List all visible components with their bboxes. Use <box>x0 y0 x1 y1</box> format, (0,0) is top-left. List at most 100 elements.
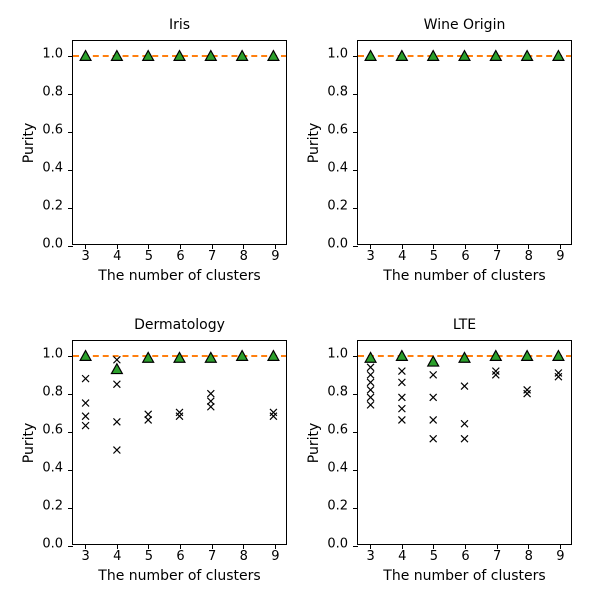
y-axis-label: Purity <box>21 422 37 463</box>
y-tick-label: 0.2 <box>42 499 63 514</box>
cross-marker <box>524 386 531 393</box>
y-tick-label: 0.6 <box>327 123 348 138</box>
cross-marker <box>398 379 405 386</box>
cross-marker <box>113 418 120 425</box>
y-tick-label: 1.0 <box>42 47 63 62</box>
y-tick-label: 0.0 <box>42 237 63 252</box>
panel-iris: IrisPurityThe number of clusters34567890… <box>72 40 287 245</box>
cross-marker <box>430 416 437 423</box>
panel-title: Dermatology <box>73 317 286 333</box>
y-tick-mark <box>353 246 358 247</box>
x-tick-label: 7 <box>493 249 501 264</box>
cross-marker <box>82 375 89 382</box>
y-axis-label: Purity <box>306 122 322 163</box>
x-tick-label: 6 <box>176 249 184 264</box>
cross-marker <box>207 390 214 397</box>
cross-marker <box>82 422 89 429</box>
y-tick-label: 0.4 <box>327 161 348 176</box>
cross-marker <box>113 381 120 388</box>
x-tick-label: 5 <box>145 249 153 264</box>
triangle-marker <box>459 352 470 362</box>
cross-marker <box>430 435 437 442</box>
triangle-marker <box>365 51 376 61</box>
y-tick-label: 0.4 <box>42 161 63 176</box>
cross-marker <box>398 416 405 423</box>
x-tick-label: 6 <box>461 549 469 564</box>
cross-marker <box>461 435 468 442</box>
cross-marker <box>367 371 374 378</box>
x-axis-label: The number of clusters <box>358 568 571 584</box>
y-tick-label: 0.4 <box>327 461 348 476</box>
cross-marker <box>82 400 89 407</box>
x-tick-label: 6 <box>461 249 469 264</box>
y-tick-mark <box>353 546 358 547</box>
triangle-marker <box>80 51 91 61</box>
y-tick-label: 0.8 <box>42 85 63 100</box>
y-tick-mark <box>68 246 73 247</box>
panel-wine-origin: Wine OriginPurityThe number of clusters3… <box>357 40 572 245</box>
x-tick-label: 5 <box>430 549 438 564</box>
y-tick-label: 0.8 <box>327 385 348 400</box>
y-tick-label: 0.8 <box>327 85 348 100</box>
y-tick-label: 0.6 <box>42 423 63 438</box>
cross-marker <box>461 383 468 390</box>
cross-marker <box>367 364 374 371</box>
cross-marker <box>398 394 405 401</box>
cross-marker <box>207 403 214 410</box>
x-tick-label: 8 <box>525 249 533 264</box>
x-tick-label: 3 <box>367 549 375 564</box>
triangle-marker <box>428 356 439 366</box>
y-tick-label: 0.0 <box>42 537 63 552</box>
triangle-marker <box>268 51 279 61</box>
plot-area <box>73 341 286 544</box>
x-tick-label: 9 <box>271 549 279 564</box>
x-tick-label: 7 <box>493 549 501 564</box>
triangle-marker <box>205 352 216 362</box>
cross-marker <box>430 371 437 378</box>
cross-marker <box>113 356 120 363</box>
x-tick-label: 4 <box>113 549 121 564</box>
x-tick-label: 8 <box>240 549 248 564</box>
y-tick-label: 0.2 <box>42 199 63 214</box>
x-tick-label: 4 <box>398 249 406 264</box>
cross-marker <box>461 420 468 427</box>
x-tick-label: 9 <box>271 249 279 264</box>
x-tick-label: 4 <box>398 549 406 564</box>
triangle-marker <box>80 351 91 361</box>
x-axis-label: The number of clusters <box>358 268 571 284</box>
cross-marker <box>367 386 374 393</box>
x-tick-label: 7 <box>208 249 216 264</box>
x-tick-label: 6 <box>176 549 184 564</box>
panel-title: Iris <box>73 17 286 33</box>
cross-marker <box>492 371 499 378</box>
cross-marker <box>367 379 374 386</box>
y-tick-label: 0.4 <box>42 461 63 476</box>
triangle-marker <box>553 51 564 61</box>
triangle-marker <box>111 364 122 374</box>
x-tick-label: 8 <box>525 549 533 564</box>
cross-marker <box>398 368 405 375</box>
triangle-marker <box>268 351 279 361</box>
y-axis-label: Purity <box>306 422 322 463</box>
x-tick-label: 5 <box>145 549 153 564</box>
plot-area <box>358 41 571 244</box>
plot-area <box>73 41 286 244</box>
panel-title: LTE <box>358 317 571 333</box>
y-axis-label: Purity <box>21 122 37 163</box>
cross-marker <box>176 409 183 416</box>
y-tick-mark <box>68 546 73 547</box>
figure: Iris Purity The number of clusters 3 4 5 6 7 8 9 0… <box>0 0 604 600</box>
x-axis-label: The number of clusters <box>73 568 286 584</box>
x-tick-label: 9 <box>556 249 564 264</box>
cross-marker <box>367 394 374 401</box>
y-tick-label: 0.2 <box>327 199 348 214</box>
y-tick-label: 0.2 <box>327 499 348 514</box>
triangle-marker <box>365 352 376 362</box>
y-tick-label: 0.8 <box>42 385 63 400</box>
triangle-marker <box>174 352 185 362</box>
y-tick-label: 1.0 <box>42 347 63 362</box>
x-tick-label: 9 <box>556 549 564 564</box>
cross-marker <box>270 413 277 420</box>
cross-marker <box>145 416 152 423</box>
cross-marker <box>492 368 499 375</box>
